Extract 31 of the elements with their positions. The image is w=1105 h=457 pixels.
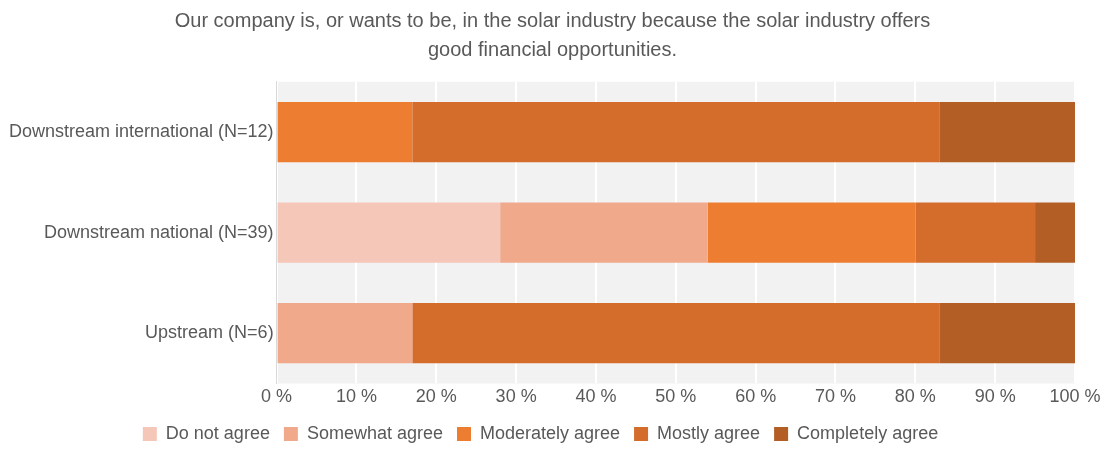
bar (915, 202, 1036, 263)
x-tick-label: 0 % (261, 386, 293, 407)
x-tick-label: 80 % (894, 386, 936, 407)
bar (277, 202, 501, 263)
x-tick-label: 40 % (575, 386, 617, 407)
legend-label: Completely agree (797, 422, 939, 443)
bar (277, 302, 413, 364)
x-tick-label: 30 % (495, 386, 537, 407)
bar (412, 302, 940, 364)
x-tick-label: 20 % (415, 386, 457, 407)
bar (412, 101, 940, 163)
bar (277, 101, 413, 163)
legend-label: Do not agree (165, 422, 270, 443)
y-tick-label: Upstream (N=6) (145, 322, 274, 343)
legend-label: Mostly agree (657, 422, 761, 443)
x-tick-label: 100 % (1049, 386, 1101, 407)
x-tick-label: 90 % (974, 386, 1016, 407)
chart-title: Our company is, or wants to be, in the solar industry because the solar industry offers good financial opportunities. (173, 8, 932, 62)
bar (939, 302, 1075, 364)
legend-label: Moderately agree (479, 422, 621, 443)
bar (1035, 202, 1075, 263)
bar (707, 202, 916, 263)
bar (500, 202, 708, 263)
y-tick-label: Downstream national (N=39) (44, 221, 274, 242)
bar (939, 101, 1075, 163)
x-tick-label: 70 % (814, 386, 856, 407)
x-tick-label: 60 % (735, 386, 777, 407)
y-tick-label: Downstream international (N=12) (9, 121, 274, 142)
x-tick-label: 50 % (655, 386, 697, 407)
legend-label: Somewhat agree (306, 422, 443, 443)
x-tick-label: 10 % (335, 386, 377, 407)
